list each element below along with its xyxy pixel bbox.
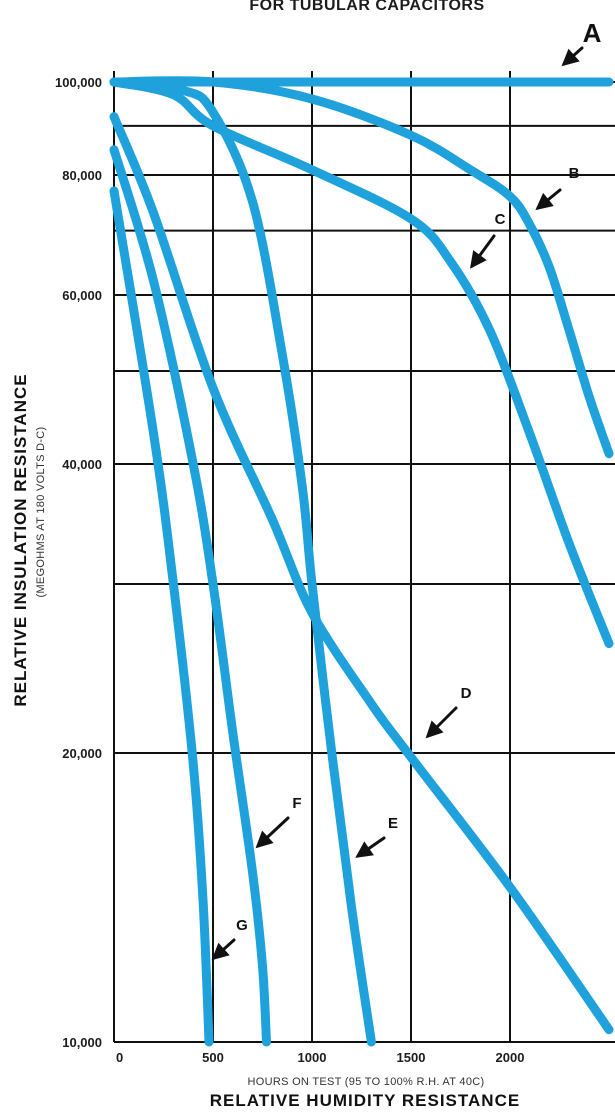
x-axis-sublabel: HOURS ON TEST (95 TO 100% R.H. AT 40C) xyxy=(248,1076,485,1088)
grid xyxy=(113,71,615,1043)
series-labels: A B C D E F G xyxy=(211,18,602,961)
series-line-e xyxy=(109,77,376,1047)
x-axis-label: RELATIVE HUMIDITY RESISTANCE xyxy=(210,1091,520,1110)
x-tick-label: 0 xyxy=(116,1050,123,1065)
y-tick-label: 20,000 xyxy=(62,746,102,761)
series-line-c xyxy=(109,77,614,649)
series-line-f xyxy=(109,145,271,1047)
series-label-d: D xyxy=(461,685,472,702)
x-tick-label: 1000 xyxy=(298,1050,327,1065)
y-tick-label: 10,000 xyxy=(62,1035,102,1050)
y-tick-label: 40,000 xyxy=(62,457,102,472)
tick-labels: 100,000 80,000 60,000 40,000 20,000 10,000 0 50… xyxy=(55,75,524,1065)
series-label-e: E xyxy=(388,815,398,832)
series-label-f: F xyxy=(292,795,301,812)
y-tick-label: 60,000 xyxy=(62,288,102,303)
y-tick-label: 80,000 xyxy=(62,168,102,183)
x-tick-label: 1500 xyxy=(397,1050,426,1065)
series-label-a: A xyxy=(583,18,602,48)
arrowhead-icon xyxy=(470,250,487,269)
x-tick-label: 500 xyxy=(202,1050,224,1065)
series-label-g: G xyxy=(236,917,248,934)
arrowhead-icon xyxy=(355,841,374,858)
arrowhead-icon xyxy=(535,192,554,211)
series-line-d xyxy=(109,112,614,1035)
series-line-g xyxy=(109,186,214,1047)
arrowhead-icon xyxy=(561,48,580,67)
y-tick-label: 100,000 xyxy=(55,75,102,90)
y-axis-label: RELATIVE INSULATION RESISTANCE xyxy=(11,373,30,706)
x-tick-label: 2000 xyxy=(496,1050,525,1065)
y-axis-sublabel: (MEGOHMS AT 180 VOLTS D-C) xyxy=(35,427,47,598)
arrowhead-icon xyxy=(255,830,274,849)
series-line-b xyxy=(109,76,614,459)
chart-title: FOR TUBULAR CAPACITORS xyxy=(249,0,484,14)
arrowhead-icon xyxy=(425,720,444,739)
series-label-b: B xyxy=(569,165,580,182)
series-label-c: C xyxy=(495,211,506,228)
arrowhead-icon xyxy=(211,942,230,961)
series-lines xyxy=(109,76,614,1047)
